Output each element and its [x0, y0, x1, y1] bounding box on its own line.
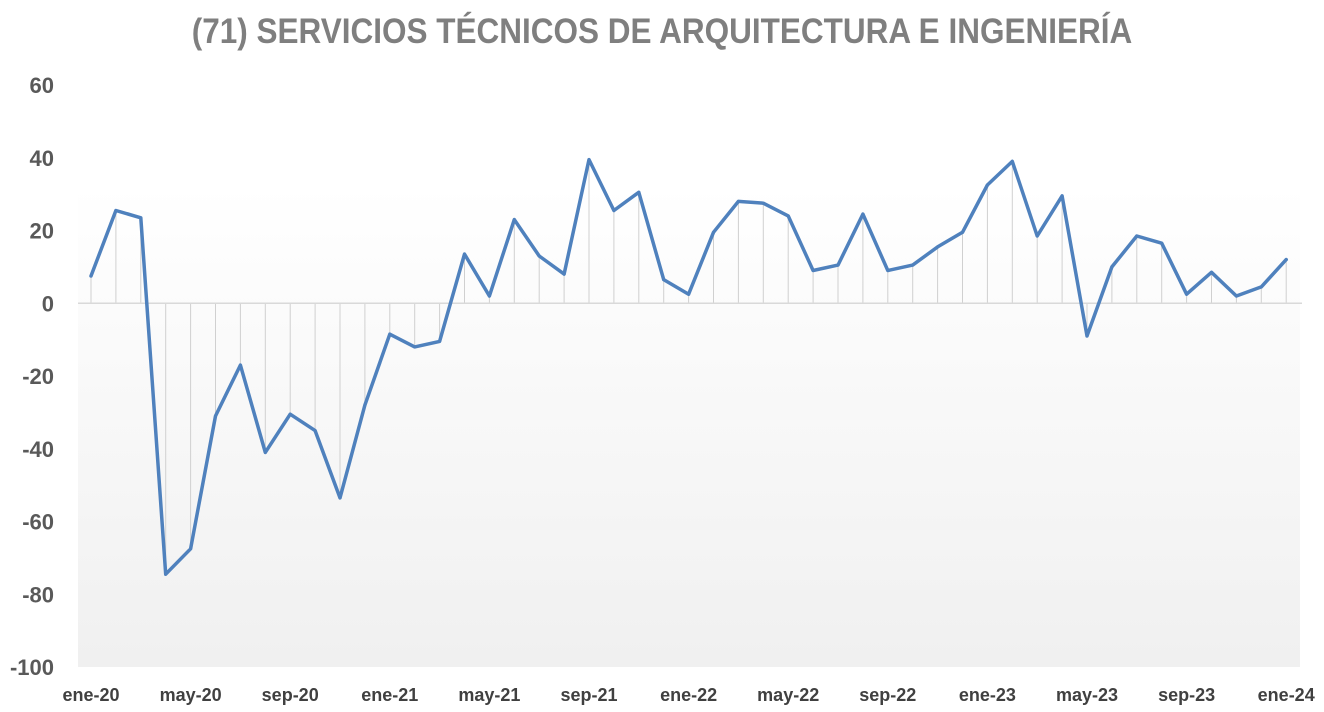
- data-point: [214, 414, 217, 418]
- y-tick-label: 20: [30, 219, 54, 244]
- data-point: [413, 345, 417, 349]
- data-point: [612, 208, 616, 212]
- x-tick-label: may-20: [160, 685, 222, 705]
- x-tick-label: may-21: [458, 685, 520, 705]
- x-axis-ticks: ene-20 may-20 sep-20 ene-21 may-21 sep-21 ene-…: [62, 685, 1314, 705]
- data-point: [1210, 270, 1213, 274]
- data-point: [463, 252, 466, 256]
- y-tick-label: 0: [42, 291, 54, 316]
- x-tick-label: sep-21: [560, 685, 617, 705]
- data-point: [911, 263, 915, 267]
- data-point: [114, 208, 118, 212]
- data-point: [936, 245, 940, 249]
- data-point: [1135, 234, 1139, 238]
- data-point: [288, 412, 292, 416]
- data-point: [1085, 334, 1089, 338]
- x-tick-label: ene-23: [959, 685, 1016, 705]
- data-point: [1259, 285, 1263, 289]
- data-point: [1010, 159, 1014, 163]
- x-tick-label: ene-20: [62, 685, 119, 705]
- y-tick-label: -60: [22, 510, 54, 535]
- data-point: [512, 218, 516, 222]
- data-point: [587, 158, 591, 162]
- data-point: [562, 272, 566, 276]
- data-point: [238, 363, 242, 367]
- x-tick-label: sep-22: [859, 685, 916, 705]
- data-point: [487, 294, 491, 298]
- x-tick-label: may-22: [757, 685, 819, 705]
- data-point: [861, 212, 865, 216]
- data-points: [89, 158, 1288, 576]
- x-tick-label: may-23: [1056, 685, 1118, 705]
- data-point: [263, 450, 267, 454]
- x-tick-label: sep-20: [262, 685, 319, 705]
- data-point: [1110, 265, 1114, 269]
- data-point: [1284, 258, 1288, 262]
- data-point: [836, 263, 840, 267]
- data-point: [687, 292, 691, 296]
- data-point: [736, 199, 740, 203]
- data-point: [811, 269, 815, 273]
- data-point: [338, 496, 342, 500]
- data-point: [786, 214, 790, 218]
- x-tick-label: ene-22: [660, 685, 717, 705]
- data-point: [637, 190, 641, 194]
- y-tick-label: -100: [10, 655, 54, 680]
- drop-lines: [90, 159, 1287, 575]
- x-tick-label: ene-24: [1258, 685, 1315, 705]
- data-point: [761, 201, 765, 205]
- data-point: [438, 339, 442, 343]
- data-point: [985, 183, 989, 187]
- data-point: [537, 254, 541, 258]
- plot-background: [78, 185, 1300, 667]
- data-point: [313, 429, 317, 433]
- y-tick-label: 60: [30, 73, 54, 98]
- x-tick-label: ene-21: [361, 685, 418, 705]
- data-point: [164, 572, 168, 576]
- data-point: [388, 332, 392, 336]
- y-tick-label: 40: [30, 146, 54, 171]
- y-axis-ticks: -100 -80 -60 -40 -20 0 20 40 60: [10, 73, 54, 680]
- y-tick-label: -40: [22, 437, 54, 462]
- data-point: [189, 547, 193, 551]
- y-tick-label: -80: [22, 582, 54, 607]
- data-point: [1185, 292, 1189, 296]
- data-point: [139, 216, 143, 220]
- data-point: [1160, 241, 1164, 245]
- data-point: [712, 230, 715, 234]
- data-point: [662, 278, 666, 282]
- x-tick-label: sep-23: [1158, 685, 1215, 705]
- data-point: [1035, 234, 1039, 238]
- data-point: [1234, 294, 1238, 298]
- chart-title: (71) SERVICIOS TÉCNICOS DE ARQUITECTURA …: [191, 12, 1133, 51]
- data-point: [1060, 194, 1064, 198]
- y-tick-label: -20: [22, 364, 54, 389]
- data-point: [961, 230, 964, 234]
- data-point: [886, 269, 890, 273]
- data-point: [363, 403, 367, 407]
- data-point: [89, 274, 93, 278]
